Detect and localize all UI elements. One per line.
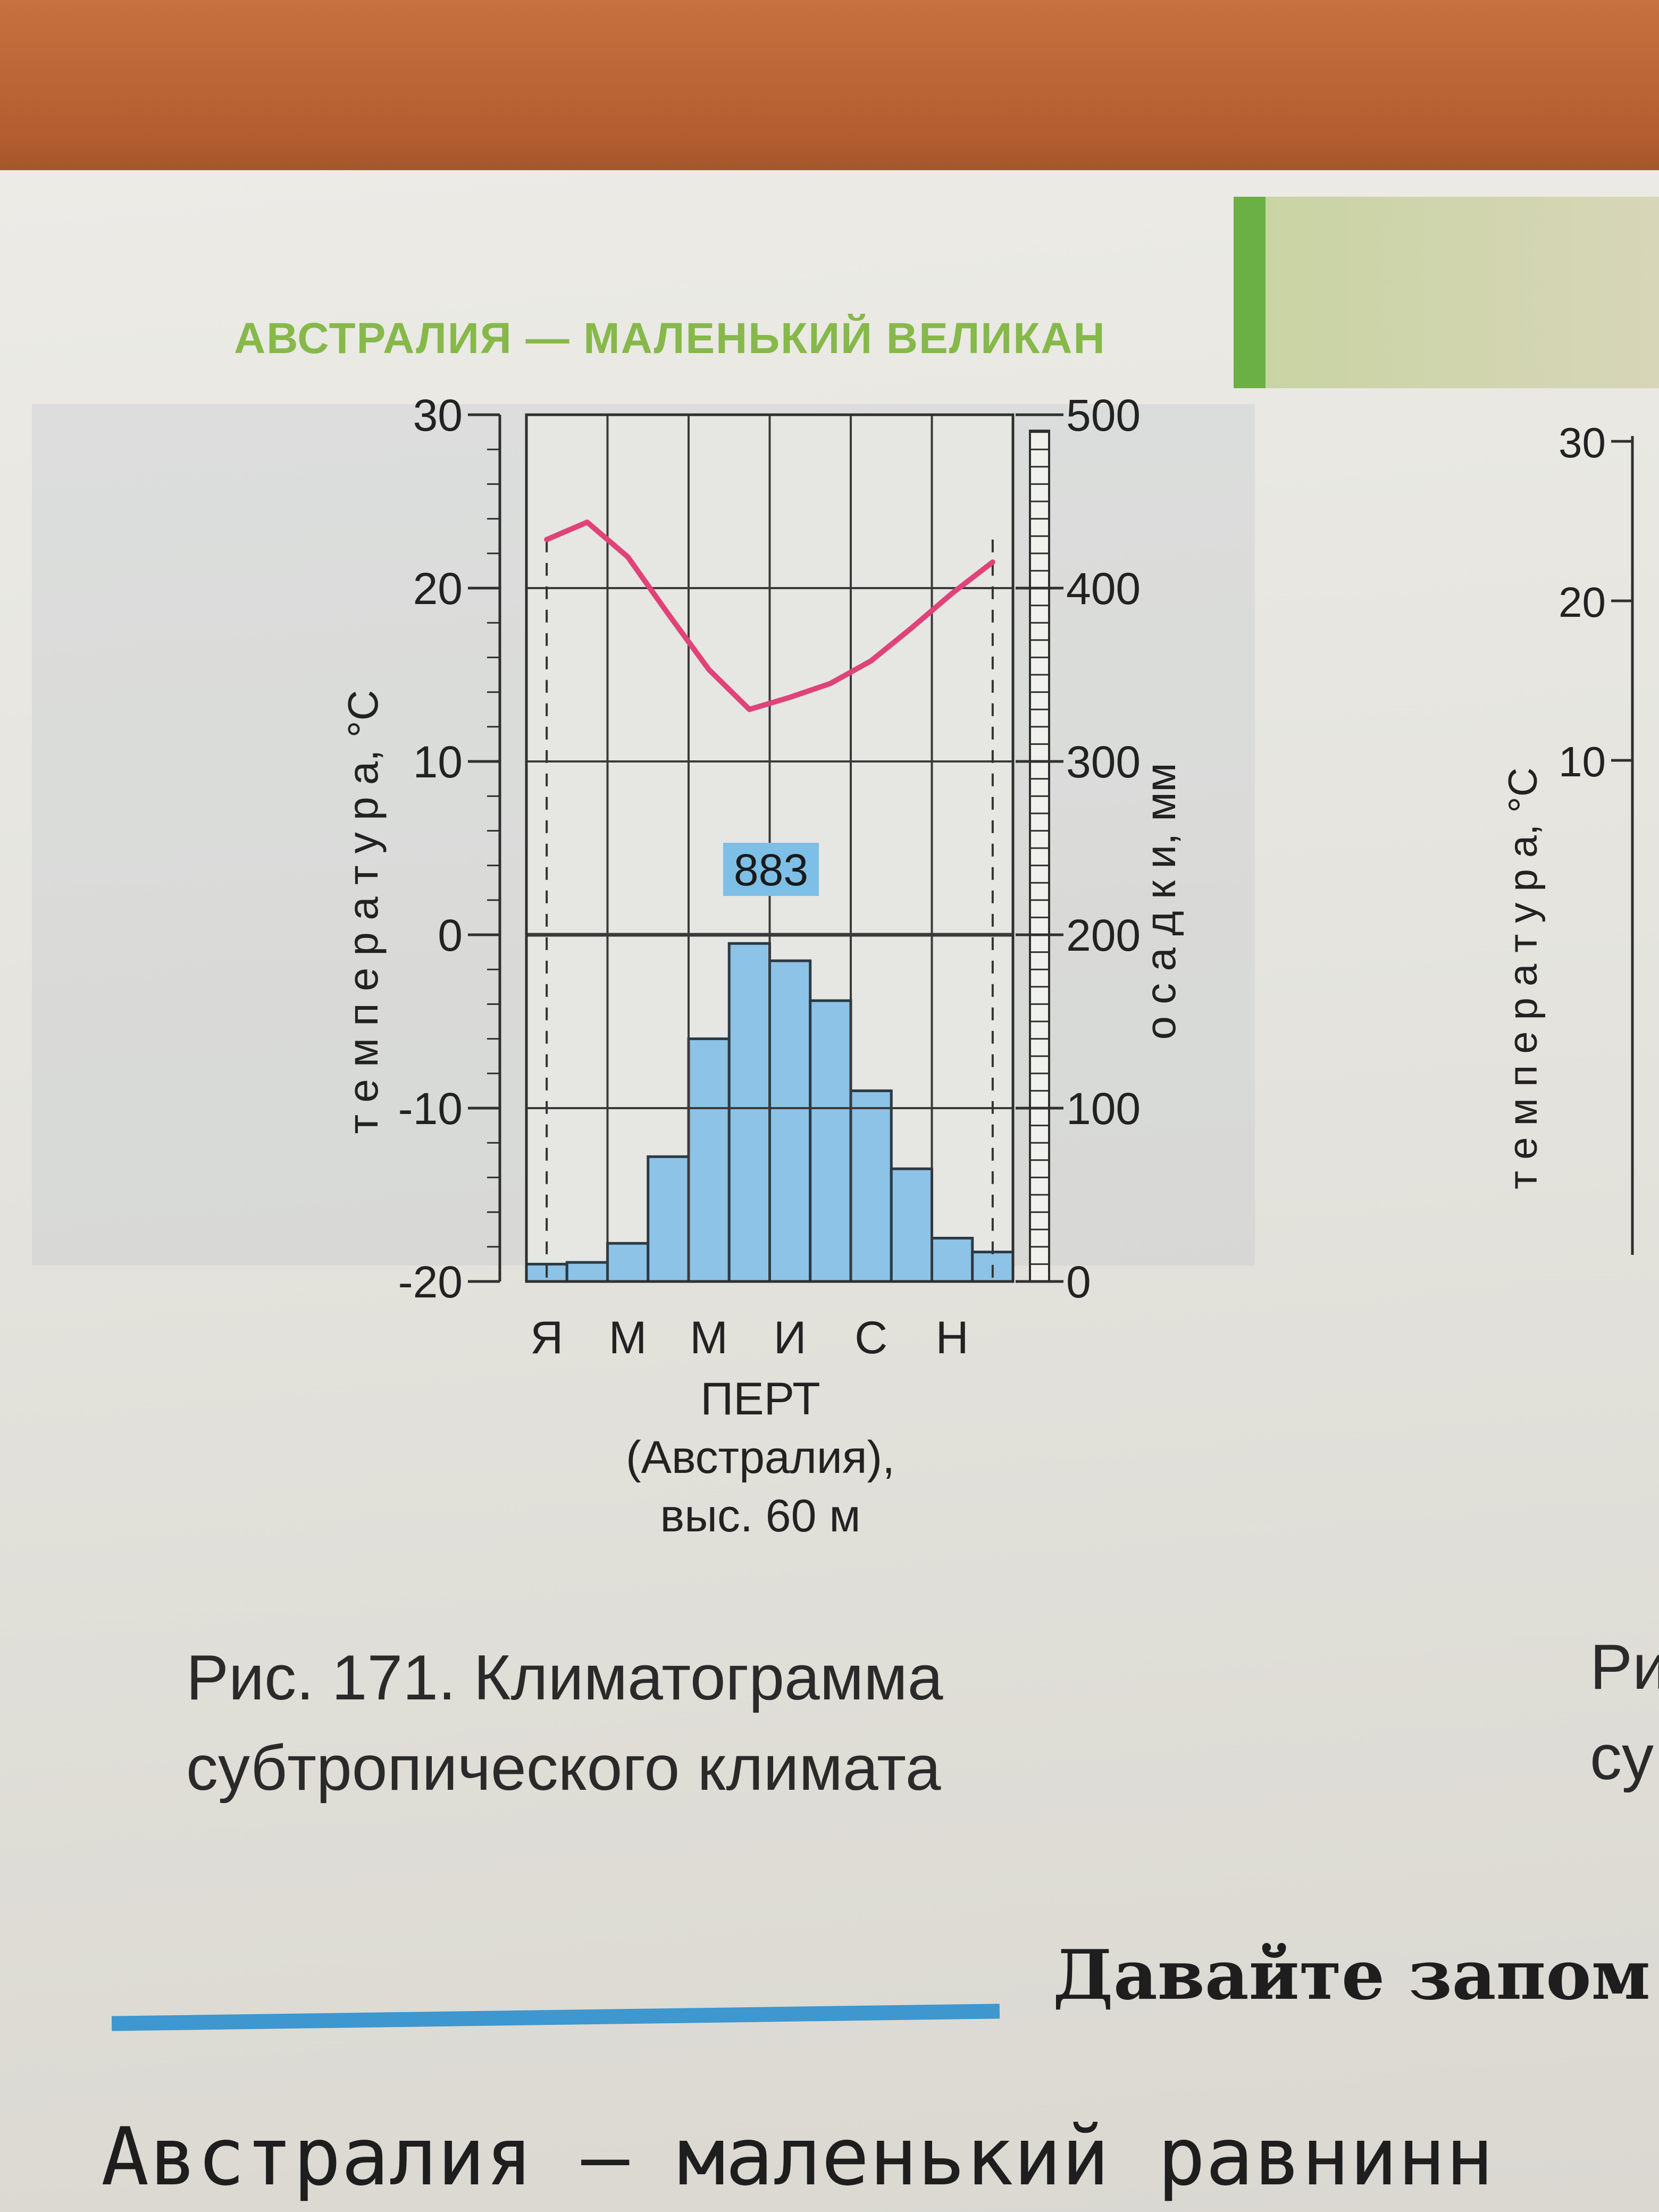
caption-line-2: субтропического климата [186,1732,941,1804]
precipitation-tick-label: 0 [1066,1257,1091,1307]
caption-line-1: Рис. 171. Климатограмма [186,1642,943,1713]
figure-caption: Рис. 171. Климатограмма субтропического … [186,1632,1196,1813]
right-tick-label: 10 [1559,738,1606,785]
chapter-header: АВСТРАЛИЯ — МАЛЕНЬКИЙ ВЕЛИКАН [234,314,1106,363]
plot-frame [525,413,1015,1283]
month-label: М [609,1312,647,1363]
month-label: Я [530,1312,563,1363]
annual-precipitation-value: 883 [734,845,808,895]
precipitation-tick-label: 300 [1066,737,1141,787]
precip-bar [727,942,771,1283]
desk-background [0,0,1659,191]
temperature-tick-label: 0 [438,910,463,960]
temperature-tick-label: 10 [413,737,463,787]
station-elevation: выс. 60 м [660,1490,861,1541]
annual-precipitation-badge [723,843,819,896]
precip-bar [890,1167,933,1283]
month-label: С [854,1312,887,1363]
temperature-tick-label: 20 [413,564,463,614]
right-chart-fragment: 30 20 10 т е м п е р а т у р а, °С [1478,404,1659,1255]
precip-bar [647,1155,690,1283]
precipitation-tick-label: 500 [1066,390,1141,440]
section-title: Давайте запом [1053,1936,1650,2015]
station-name: ПЕРТ [700,1373,820,1425]
right-tick-label: 20 [1559,579,1606,626]
month-label: Н [936,1312,969,1363]
next-caption-line-2: су [1590,1722,1654,1793]
precip-bar [768,959,812,1283]
precip-bar [849,1089,893,1283]
temperature-tick-label: -20 [398,1257,463,1307]
precipitation-tick-label: 400 [1066,564,1141,614]
month-label: М [690,1312,728,1363]
precip-bar [809,999,852,1283]
right-tick-label: 30 [1559,419,1606,466]
temperature-line [544,520,995,713]
precip-bar [565,1261,609,1283]
temperature-tick-label: 30 [413,390,463,440]
precip-bar [606,1242,650,1283]
temperature-tick-label: -10 [398,1084,463,1134]
next-caption-line-1: Ри [1590,1631,1659,1703]
next-figure-caption: Ри су [1590,1622,1659,1803]
precipitation-axis [1029,430,1050,1283]
month-label: И [774,1312,807,1363]
right-axis-label: т е м п е р а т у р а, °С [1501,767,1546,1189]
precipitation-tick-label: 200 [1066,910,1141,960]
temperature-axis-label: т е м п е р а т у р а, °С [339,690,387,1134]
precip-bar [931,1237,974,1283]
body-text-line: Австралия — маленький равнинн [101,2111,1494,2203]
thumbnail-image [1234,197,1659,388]
precip-bar [687,1037,731,1283]
precipitation-axis-label: о с а д к и, мм [1137,763,1184,1040]
station-country: (Австралия), [626,1432,895,1483]
precipitation-tick-label: 100 [1066,1084,1141,1134]
